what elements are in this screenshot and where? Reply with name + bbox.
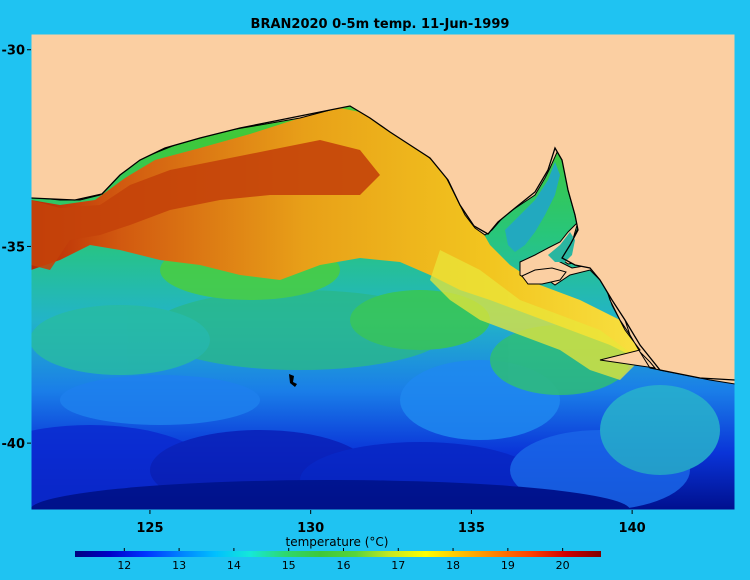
- x-tick-label: 135: [458, 521, 485, 536]
- y-tick-label: -40: [2, 437, 26, 452]
- colorbar-tick-label: 14: [227, 559, 241, 572]
- y-tick-label: -35: [2, 240, 26, 255]
- y-axis: -30 -35 -40: [2, 44, 31, 452]
- coastline: [31, 105, 735, 381]
- colorbar-tick-label: 20: [556, 559, 570, 572]
- colorbar-tick-label: 19: [501, 559, 515, 572]
- colorbar-tick-label: 13: [172, 559, 186, 572]
- colorbar-label: temperature (°C): [286, 535, 389, 549]
- x-tick-label: 130: [297, 521, 324, 536]
- colorbar-ticks: 12 13 14 15 16 17 18 19 20: [117, 548, 570, 572]
- hot-core: [31, 140, 380, 270]
- colorbar: 12 13 14 15 16 17 18 19 20 temperature (°C): [75, 535, 601, 572]
- y-tick-label: -30: [2, 44, 26, 59]
- colorbar-gradient: [75, 551, 601, 557]
- colorbar-tick-label: 16: [336, 559, 350, 572]
- x-tick-label: 140: [619, 521, 646, 536]
- small-island: [289, 374, 297, 387]
- land-mainland: [31, 34, 735, 380]
- cold-water-eddies: [31, 360, 720, 510]
- yellow-front: [430, 250, 640, 380]
- x-tick-label: 125: [136, 521, 163, 536]
- colorbar-tick-label: 18: [446, 559, 460, 572]
- map-plot-area: [31, 34, 735, 510]
- colorbar-tick-label: 15: [282, 559, 296, 572]
- x-axis: 125 130 135 140: [136, 510, 646, 536]
- colorbar-tick-label: 12: [117, 559, 131, 572]
- kangaroo-island: [521, 267, 567, 285]
- gulf-water: [548, 232, 575, 262]
- spencer-gulf: [505, 162, 560, 252]
- colorbar-tick-label: 17: [391, 559, 405, 572]
- chart-title: BRAN2020 0-5m temp. 11-Jun-1999: [251, 17, 510, 32]
- plot-frame: [30, 33, 736, 511]
